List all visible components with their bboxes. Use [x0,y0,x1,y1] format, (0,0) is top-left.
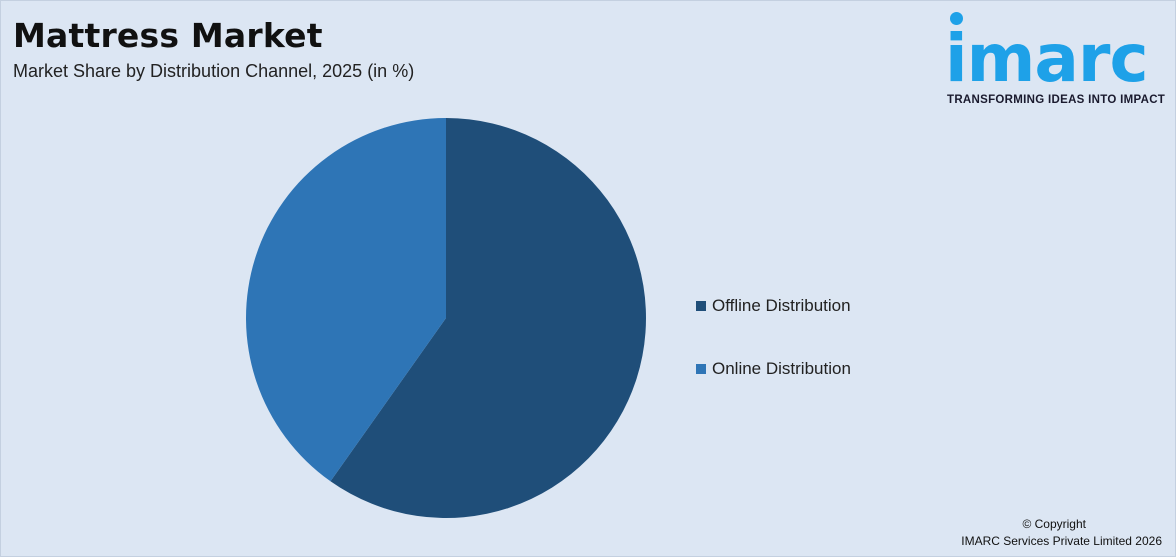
logo-tagline: TRANSFORMING IDEAS INTO IMPACT [947,94,1166,106]
legend-swatch-online [696,364,706,374]
legend-label-offline: Offline Distribution [712,296,851,315]
copyright-note: © Copyright IMARC Services Private Limit… [862,516,1162,550]
legend-label-online: Online Distribution [712,359,851,378]
chart-subtitle: Market Share by Distribution Channel, 20… [13,61,415,81]
pie-slice-offline-distribution [330,118,646,518]
pie-slice-online-distribution [245,117,446,482]
logo-wordmark: imarc [945,20,1149,97]
copyright-line-1: © Copyright [1022,517,1086,531]
legend-item-online: Online Distribution [696,359,851,379]
legend-item-offline: Offline Distribution [696,296,851,316]
logo-dot-icon [950,12,963,25]
chart-title: Mattress Market [13,16,323,55]
legend-swatch-offline [696,301,706,311]
copyright-line-2: IMARC Services Private Limited 2026 [961,534,1162,548]
imarc-logo: imarc TRANSFORMING IDEAS INTO IMPACT [945,12,1171,110]
